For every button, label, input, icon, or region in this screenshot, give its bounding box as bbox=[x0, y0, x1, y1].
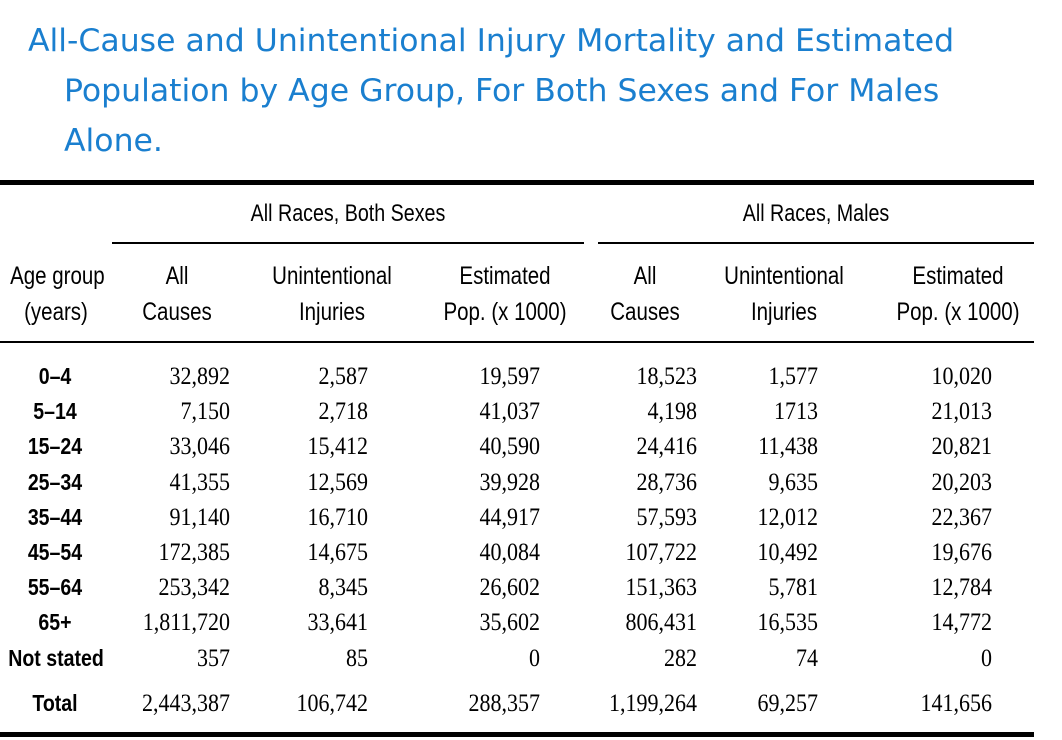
cell-males-estimated: 21,013 bbox=[931, 398, 993, 426]
cell-males-all-causes: 1,199,264 bbox=[609, 690, 697, 717]
title-line-2: Population by Age Group, For Both Sexes … bbox=[64, 73, 940, 109]
cell-both-unintentional: 15,412 bbox=[307, 433, 369, 461]
cell-age-group: 5–14 bbox=[33, 398, 77, 425]
slide-title: All-Cause and Unintentional Injury Morta… bbox=[28, 16, 1038, 166]
cell-age-group: 45–54 bbox=[27, 539, 83, 565]
cell-males-unintentional: 5,781 bbox=[768, 574, 819, 602]
cell-both-estimated: 44,917 bbox=[479, 503, 541, 531]
cell-both-all-causes: 1,811,720 bbox=[142, 609, 230, 637]
cell-males-unintentional: 74 bbox=[796, 644, 818, 672]
cell-both-unintentional: 106,742 bbox=[296, 690, 369, 717]
cell-males-unintentional: 10,492 bbox=[757, 539, 819, 566]
cell-both-estimated: 288,357 bbox=[468, 690, 541, 717]
cell-males-all-causes: 107,722 bbox=[625, 539, 698, 566]
cell-both-all-causes: 253,342 bbox=[158, 574, 231, 602]
cell-males-unintentional: 16,535 bbox=[757, 609, 819, 637]
cell-age-group: 25–34 bbox=[27, 468, 83, 495]
cell-both-all-causes: 7,150 bbox=[180, 398, 231, 426]
cell-both-estimated: 40,590 bbox=[479, 433, 541, 461]
cell-both-estimated: 40,084 bbox=[479, 539, 541, 566]
cell-both-unintentional: 2,587 bbox=[318, 363, 369, 390]
group-header-both-sexes: All Races, Both Sexes bbox=[250, 200, 446, 227]
cell-both-estimated: 0 bbox=[529, 644, 540, 672]
cell-age-group: 0–4 bbox=[38, 363, 72, 389]
cell-age-group: 15–24 bbox=[27, 433, 83, 460]
cell-males-estimated: 14,772 bbox=[931, 609, 993, 637]
group-underline-males bbox=[598, 242, 1034, 244]
cell-both-all-causes: 172,385 bbox=[158, 539, 231, 566]
col-header-both-estimated: Estimated Pop. (x 1000) bbox=[443, 262, 567, 326]
cell-both-all-causes: 357 bbox=[197, 644, 230, 672]
cell-both-all-causes: 91,140 bbox=[169, 503, 231, 531]
cell-males-unintentional: 11,438 bbox=[758, 433, 818, 461]
cell-both-unintentional: 12,569 bbox=[307, 468, 369, 496]
group-underline-both-sexes bbox=[112, 242, 584, 244]
cell-males-estimated: 0 bbox=[981, 644, 992, 672]
cell-males-estimated: 19,676 bbox=[931, 539, 993, 566]
cell-both-all-causes: 2,443,387 bbox=[142, 690, 230, 717]
cell-age-group: 55–64 bbox=[27, 574, 83, 601]
cell-males-all-causes: 28,736 bbox=[636, 468, 698, 496]
table-bottom-rule bbox=[0, 732, 1034, 737]
cell-males-unintentional: 12,012 bbox=[757, 503, 819, 531]
cell-both-all-causes: 32,892 bbox=[169, 363, 231, 390]
cell-both-unintentional: 33,641 bbox=[307, 609, 369, 637]
cell-males-all-causes: 18,523 bbox=[636, 363, 698, 390]
title-line-3: Alone. bbox=[64, 123, 163, 159]
cell-males-all-causes: 806,431 bbox=[625, 609, 698, 637]
cell-males-all-causes: 282 bbox=[664, 644, 697, 672]
cell-males-unintentional: 9,635 bbox=[768, 468, 819, 496]
cell-males-estimated: 141,656 bbox=[920, 690, 993, 717]
cell-both-unintentional: 16,710 bbox=[307, 503, 369, 531]
cell-both-unintentional: 14,675 bbox=[307, 539, 369, 566]
cell-males-estimated: 20,203 bbox=[931, 468, 993, 496]
group-header-males: All Races, Males bbox=[742, 200, 890, 227]
cell-both-estimated: 26,602 bbox=[479, 574, 541, 602]
col-header-males-estimated: Estimated Pop. (x 1000) bbox=[896, 262, 1020, 326]
cell-both-estimated: 19,597 bbox=[479, 363, 541, 390]
table-top-rule bbox=[0, 180, 1034, 185]
cell-both-all-causes: 33,046 bbox=[169, 433, 231, 461]
cell-age-group: Not stated bbox=[8, 644, 104, 671]
cell-both-unintentional: 2,718 bbox=[318, 398, 369, 426]
cell-males-estimated: 10,020 bbox=[931, 363, 993, 390]
cell-males-unintentional: 69,257 bbox=[757, 690, 819, 717]
cell-males-all-causes: 151,363 bbox=[625, 574, 698, 602]
cell-males-all-causes: 57,593 bbox=[636, 503, 698, 531]
cell-males-estimated: 22,367 bbox=[931, 503, 993, 531]
cell-age-group: 35–44 bbox=[27, 503, 83, 530]
cell-males-all-causes: 24,416 bbox=[636, 433, 698, 461]
cell-age-group: Total bbox=[32, 690, 78, 716]
title-line-1: All-Cause and Unintentional Injury Morta… bbox=[28, 23, 955, 59]
cell-males-unintentional: 1,577 bbox=[768, 363, 819, 390]
cell-both-all-causes: 41,355 bbox=[169, 468, 231, 496]
cell-males-estimated: 20,821 bbox=[931, 433, 993, 461]
cell-both-estimated: 39,928 bbox=[479, 468, 541, 496]
col-header-both-all-causes: All Causes bbox=[142, 262, 212, 326]
cell-both-estimated: 41,037 bbox=[479, 398, 541, 426]
header-bottom-rule bbox=[0, 341, 1034, 343]
col-header-age-group: Age group (years) bbox=[10, 262, 105, 326]
cell-males-unintentional: 1713 bbox=[774, 398, 818, 426]
col-header-males-unintentional: Unintentional Injuries bbox=[724, 262, 844, 326]
cell-males-estimated: 12,784 bbox=[931, 574, 993, 602]
cell-age-group: 65+ bbox=[38, 609, 72, 636]
cell-males-all-causes: 4,198 bbox=[647, 398, 698, 426]
cell-both-unintentional: 8,345 bbox=[318, 574, 369, 602]
col-header-both-unintentional: Unintentional Injuries bbox=[272, 262, 392, 326]
cell-both-unintentional: 85 bbox=[346, 644, 368, 672]
cell-both-estimated: 35,602 bbox=[479, 609, 541, 637]
col-header-males-all-causes: All Causes bbox=[610, 262, 680, 326]
